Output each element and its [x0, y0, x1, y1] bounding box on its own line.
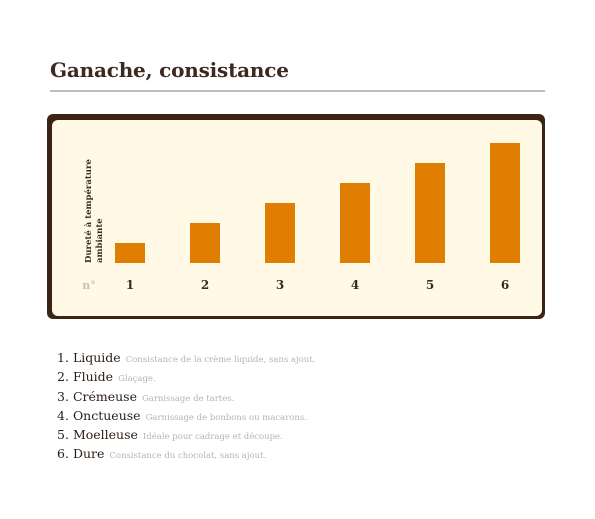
- legend-item-name: Fluide: [72, 369, 114, 385]
- bar-1: [115, 243, 145, 263]
- legend-item: 2. Fluide Glaçage.: [57, 369, 315, 388]
- page-title: Ganache, consistance: [50, 58, 289, 82]
- legend-item-name: Dure: [72, 446, 105, 462]
- legend-item-number: 1.: [57, 350, 69, 365]
- x-tick-label-1: 1: [126, 278, 134, 292]
- legend-item-description: Garnissage de bonbons ou macarons.: [145, 412, 307, 423]
- chart-panel: [52, 120, 542, 316]
- title-divider: [50, 90, 545, 92]
- legend-item: 1. Liquide Consistance de la crème liquide…: [57, 350, 315, 369]
- legend-item-description: Consistance de la crème liquide, sans aj…: [125, 355, 316, 365]
- x-tick-label-2: 2: [201, 278, 209, 292]
- legend-item-number: 2.: [57, 369, 69, 385]
- legend-item-name: Liquide: [72, 350, 121, 365]
- x-tick-label-6: 6: [501, 278, 509, 292]
- legend-item: 3. Crémeuse Garnissage de tartes.: [57, 389, 315, 408]
- x-tick-label-3: 3: [276, 278, 284, 292]
- legend-item-number: 6.: [57, 446, 69, 462]
- legend-item: 4. Onctueuse Garnissage de bonbons ou maca…: [57, 408, 315, 427]
- x-axis-label: n°: [82, 279, 96, 292]
- legend-item: 6. Dure Consistance du chocolat, sans ajou…: [57, 446, 315, 465]
- legend-item-name: Onctueuse: [72, 407, 141, 423]
- bar-2: [190, 223, 220, 263]
- legend-item: 5. Moelleuse Idéale pour cadrage et découp…: [57, 427, 315, 446]
- legend-item-description: Glaçage.: [118, 374, 156, 385]
- consistency-legend: 1. Liquide Consistance de la crème liquide…: [57, 350, 315, 466]
- legend-item-number: 5.: [57, 427, 69, 443]
- legend-item-description: Consistance du chocolat, sans ajout.: [109, 451, 267, 462]
- bar-3: [265, 203, 295, 263]
- legend-item-description: Idéale pour cadrage et découpe.: [142, 432, 283, 443]
- x-tick-labels: 1 2 3 4 5 6: [126, 278, 509, 292]
- legend-item-description: Garnissage de tartes.: [142, 393, 235, 404]
- x-tick-label-5: 5: [426, 278, 434, 292]
- legend-item-number: 4.: [57, 407, 69, 423]
- bar-6: [490, 143, 520, 263]
- x-tick-label-4: 4: [351, 278, 359, 292]
- legend-item-name: Moelleuse: [72, 427, 138, 443]
- y-axis-label: Dureté à température ambiante: [83, 156, 105, 263]
- bar-4: [340, 183, 370, 263]
- legend-item-number: 3.: [57, 388, 69, 404]
- legend-item-name: Crémeuse: [72, 388, 137, 404]
- bars-group: [115, 143, 520, 263]
- bar-5: [415, 163, 445, 263]
